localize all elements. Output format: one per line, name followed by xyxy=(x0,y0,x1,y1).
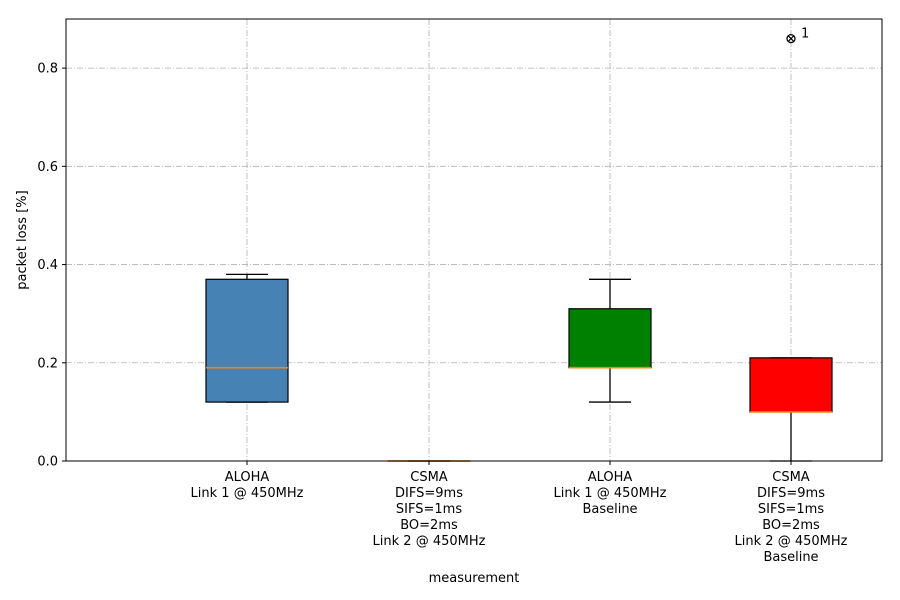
x-tick-label: CSMA DIFS=9ms SIFS=1ms BO=2ms Link 2 @ 450MH… xyxy=(373,470,486,549)
x-tick-label-line: BO=2ms xyxy=(400,518,458,533)
outlier-label: 1 xyxy=(801,27,809,42)
x-tick-label-line: DIFS=9ms xyxy=(757,486,825,501)
x-axis-label: measurement xyxy=(429,571,520,586)
y-axis-label: packet loss [%] xyxy=(15,190,30,289)
x-tick-label-line: Link 1 @ 450MHz xyxy=(554,486,667,501)
x-tick-label-line: ALOHA xyxy=(588,470,633,485)
tick-layer xyxy=(62,67,792,465)
box-layer xyxy=(205,33,833,462)
x-tick-label-line: BO=2ms xyxy=(762,518,820,533)
x-tick-label-line: CSMA xyxy=(772,470,810,485)
y-tick-label: 0.8 xyxy=(37,62,58,77)
y-tick-label: 0.0 xyxy=(37,455,58,470)
box-body xyxy=(568,308,652,369)
x-tick-label-line: Baseline xyxy=(582,502,637,517)
x-tick-label-line: Link 2 @ 450MHz xyxy=(735,534,848,549)
x-tick-label-line: Link 2 @ 450MHz xyxy=(373,534,486,549)
x-tick-label: ALOHA Link 1 @ 450MHz xyxy=(191,470,304,501)
x-tick-label-line: CSMA xyxy=(410,470,448,485)
outlier-marker xyxy=(786,33,796,44)
x-tick-label-line: ALOHA xyxy=(225,470,270,485)
x-tick-label-line: DIFS=9ms xyxy=(395,486,463,501)
plot-frame xyxy=(65,18,883,462)
x-tick-label-line: SIFS=1ms xyxy=(758,502,824,517)
x-tick-label-line: Baseline xyxy=(763,550,818,565)
y-tick-label: 0.2 xyxy=(37,356,58,371)
y-tick-label: 0.6 xyxy=(37,160,58,175)
x-tick-label-line: Link 1 @ 450MHz xyxy=(191,486,304,501)
outlier-cross-b xyxy=(787,35,795,42)
box-body xyxy=(749,357,833,413)
box-body xyxy=(205,278,289,403)
x-tick-label-line: SIFS=1ms xyxy=(396,502,462,517)
y-tick-label: 0.4 xyxy=(37,258,58,273)
x-tick-label: CSMA DIFS=9ms SIFS=1ms BO=2ms Link 2 @ 450MH… xyxy=(735,470,848,565)
x-tick-label: ALOHA Link 1 @ 450MHz Baseline xyxy=(554,470,667,517)
